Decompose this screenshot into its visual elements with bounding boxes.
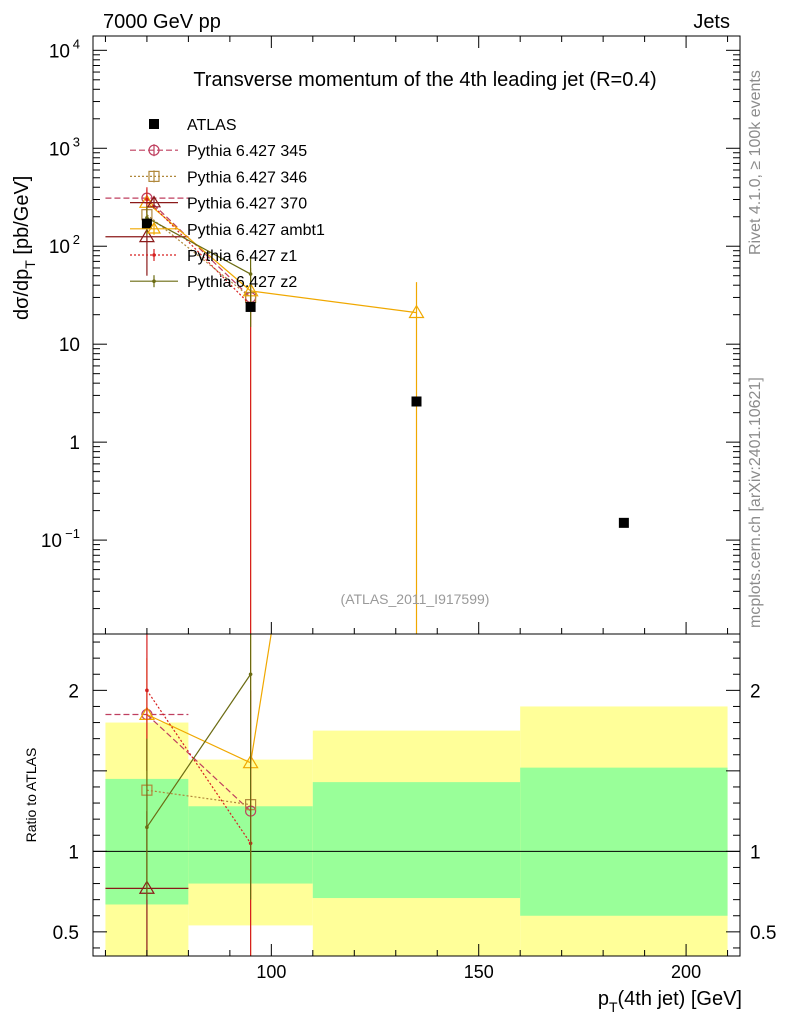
legend-label-1: Pythia 6.427 345 — [187, 143, 307, 160]
series-line-5 — [146, 217, 251, 275]
data-point-2 — [411, 396, 422, 407]
ratio-tick-label-right-2: 2 — [750, 681, 761, 702]
ratio-frame — [92, 633, 741, 957]
data-point-3 — [618, 517, 629, 528]
legend-marker-4 — [146, 221, 162, 234]
series-line-0 — [146, 197, 252, 298]
ratio-line-1 — [146, 789, 251, 806]
ratio-bands — [105, 706, 728, 956]
y-tick-label-2: 10 — [59, 335, 80, 356]
y-tick-label-3: 10 — [49, 237, 70, 258]
legend-label-0: ATLAS — [187, 117, 237, 134]
y-tick-label-1: 1 — [69, 433, 80, 454]
ratio-axis-label: Ratio to ATLAS — [23, 748, 39, 843]
legend-label-6: Pythia 6.427 z2 — [187, 274, 297, 291]
ratio-tick-label-right-1: 1 — [750, 842, 761, 863]
series-point-2-0 — [138, 228, 155, 243]
data-point-0 — [141, 218, 152, 229]
band-inner-2 — [312, 782, 521, 899]
x-tick-label-150: 150 — [464, 962, 494, 982]
y-tick-exp-4: 3 — [73, 134, 80, 149]
chart-title: Transverse momentum of the 4th leading j… — [193, 69, 656, 91]
upper-panel — [105, 187, 629, 634]
legend-label-5: Pythia 6.427 z1 — [187, 248, 297, 265]
ratio-line-0 — [146, 714, 252, 812]
rivet-label: Rivet 4.1.0, ≥ 100k events — [747, 70, 764, 255]
band-inner-3 — [520, 767, 728, 916]
analysis-reference: (ATLAS_2011_I917599) — [341, 591, 490, 607]
ratio-line-5 — [146, 673, 252, 828]
legend-marker-2 — [148, 170, 160, 182]
y-tick-exp-3: 2 — [73, 232, 80, 247]
category-label: Jets — [693, 11, 730, 33]
ratio-point-4-0 — [145, 688, 149, 693]
legend-marker-6 — [152, 279, 156, 284]
data-point-1 — [245, 301, 256, 312]
series-line-4 — [146, 199, 252, 306]
source-label: mcplots.cern.ch [arXiv:2401.10621] — [747, 377, 764, 628]
x-tick-label-100: 100 — [256, 962, 286, 982]
y-tick-label-5: 10 — [49, 41, 70, 62]
legend-marker-5 — [152, 253, 156, 257]
ratio-tick-label-right-0.5: 0.5 — [750, 923, 776, 944]
y-tick-exp-5: 4 — [73, 36, 80, 51]
ratio-point-5-0 — [145, 825, 149, 829]
ratio-panel — [93, 634, 740, 956]
series-point-4-0 — [145, 197, 149, 202]
legend-marker-3 — [146, 195, 162, 208]
y-tick-label-4: 10 — [49, 139, 70, 160]
ratio-tick-label-left-2: 2 — [68, 681, 79, 702]
x-axis-label: pT(4th jet) [GeV] — [598, 988, 742, 1015]
ratio-line-3 — [146, 634, 272, 764]
energy-label: 7000 GeV pp — [103, 11, 221, 33]
y-tick-label-0: 10 — [41, 531, 62, 552]
x-tick-label-200: 200 — [671, 962, 701, 982]
series-point-5-1 — [248, 272, 253, 276]
legend-marker-0 — [149, 119, 159, 129]
legend-label-4: Pythia 6.427 ambt1 — [187, 222, 325, 239]
series-point-3-2 — [408, 304, 425, 319]
y-axis-label: dσ/dpT [pb/GeV] — [11, 176, 38, 320]
ratio-tick-label-left-0.5: 0.5 — [53, 923, 79, 944]
y-tick-exp-0: −1 — [65, 526, 80, 541]
legend-label-3: Pythia 6.427 370 — [187, 196, 307, 213]
legend-marker-1 — [148, 144, 160, 156]
legend: ATLAS Pythia 6.427 345 Pythia 6.427 346 Pyt… — [130, 117, 325, 291]
ratio-tick-label-left-1: 1 — [68, 842, 79, 863]
legend-label-2: Pythia 6.427 346 — [187, 169, 307, 186]
ratio-line-4 — [146, 690, 252, 844]
ratio-point-5-1 — [248, 672, 253, 677]
